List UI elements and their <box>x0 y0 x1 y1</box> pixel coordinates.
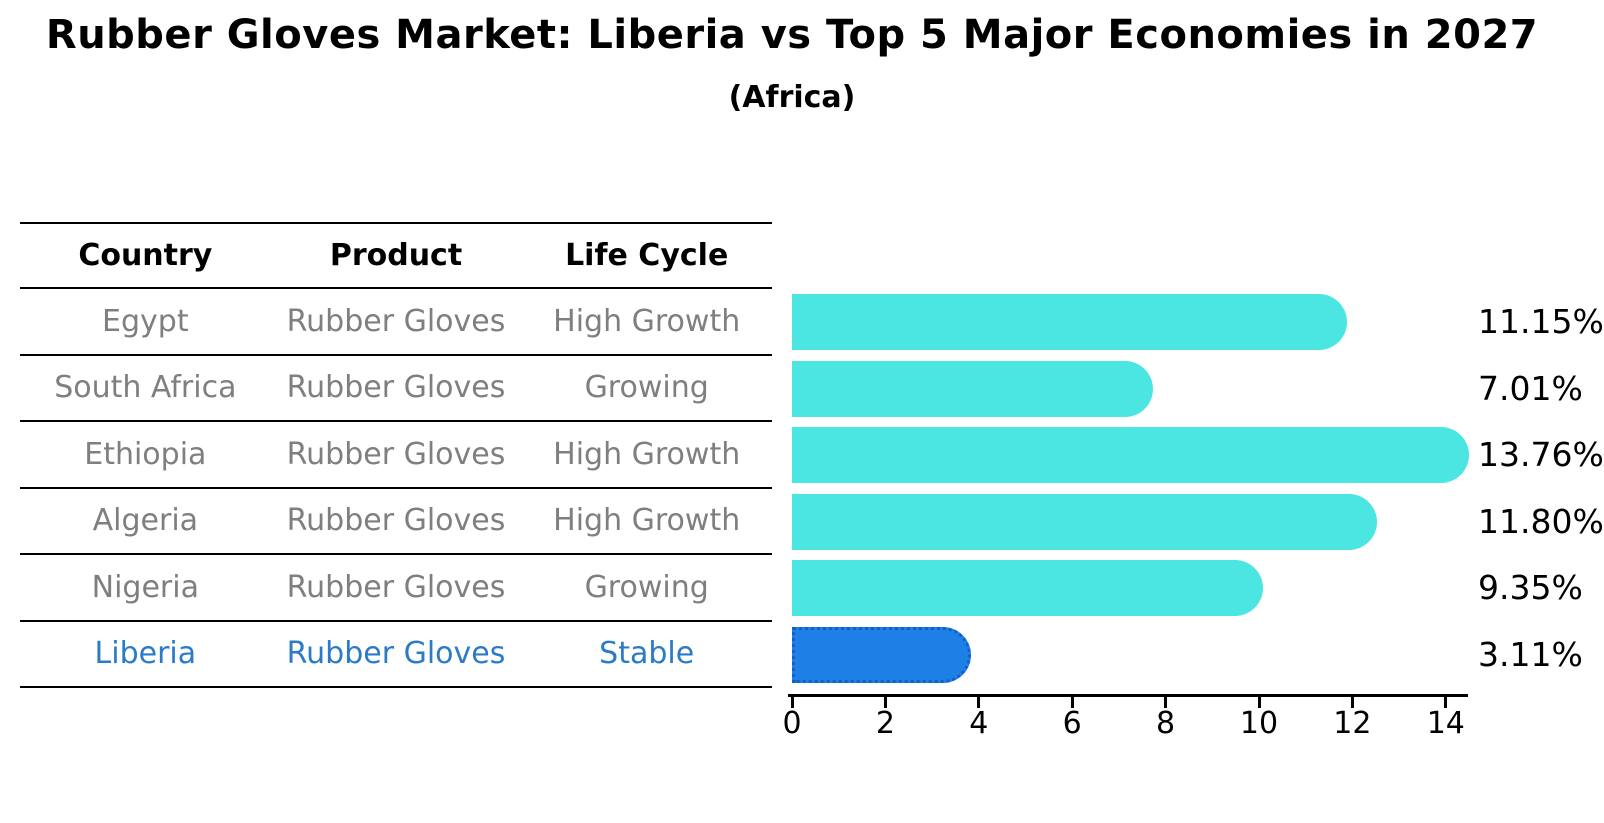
x-tick-label-0: 0 <box>782 706 802 741</box>
x-tick-label-14: 14 <box>1426 706 1465 741</box>
bar-ethiopia <box>792 427 1469 484</box>
cell-country: Egypt <box>102 303 189 339</box>
x-tick-label-8: 8 <box>1156 706 1176 741</box>
country-table: Country Product Life Cycle Egypt Rubber G… <box>20 222 772 688</box>
x-tick-label-6: 6 <box>1062 706 1082 741</box>
bar-nigeria <box>792 560 1263 617</box>
chart-title: Rubber Gloves Market: Liberia vs Top 5 M… <box>45 12 1539 58</box>
x-tick-label-12: 12 <box>1333 706 1372 741</box>
cell-product: Rubber Gloves <box>286 569 506 605</box>
table-row-liberia: Liberia Rubber Gloves Stable <box>20 622 772 688</box>
table-header-country: Country <box>78 238 213 273</box>
value-label-nigeria: 9.35% <box>1478 568 1583 608</box>
x-tick-mark-8 <box>1164 695 1168 708</box>
table-body: Egypt Rubber Gloves High Growth South Afric… <box>20 289 772 688</box>
x-tick-label-2: 2 <box>875 706 895 741</box>
bar-south-africa <box>792 360 1154 417</box>
x-tick-mark-0 <box>790 695 794 708</box>
cell-product: Rubber Gloves <box>286 503 506 539</box>
cell-country: Algeria <box>92 503 199 539</box>
table-row-algeria: Algeria Rubber Gloves High Growth <box>20 489 772 555</box>
table-header-life-cycle: Life Cycle <box>565 238 729 273</box>
cell-life-cycle: High Growth <box>553 436 741 472</box>
x-tick-mark-6 <box>1070 695 1074 708</box>
x-axis-line <box>788 694 1468 697</box>
cell-life-cycle: Stable <box>599 636 695 672</box>
value-label-algeria: 11.80% <box>1478 501 1604 541</box>
table-header-product: Product <box>329 238 463 273</box>
x-tick-label-4: 4 <box>969 706 989 741</box>
x-tick-mark-14 <box>1444 695 1448 708</box>
value-label-liberia: 3.11% <box>1478 634 1583 674</box>
table-row-south-africa: South Africa Rubber Gloves Growing <box>20 356 772 422</box>
bar-algeria <box>792 493 1378 550</box>
x-tick-mark-4 <box>977 695 981 708</box>
cell-life-cycle: Growing <box>584 569 709 605</box>
table-row-nigeria: Nigeria Rubber Gloves Growing <box>20 555 772 622</box>
value-label-ethiopia: 13.76% <box>1478 435 1604 475</box>
value-label-egypt: 11.15% <box>1478 302 1604 342</box>
x-tick-mark-10 <box>1257 695 1261 708</box>
x-tick-mark-2 <box>883 695 887 708</box>
cell-product: Rubber Gloves <box>286 636 506 672</box>
cell-country: Ethiopia <box>84 436 207 472</box>
cell-product: Rubber Gloves <box>286 303 506 339</box>
cell-country: South Africa <box>54 370 237 406</box>
x-tick-label-10: 10 <box>1239 706 1279 741</box>
chart-subtitle: (Africa) <box>728 80 856 115</box>
table-row-egypt: Egypt Rubber Gloves High Growth <box>20 289 772 356</box>
table-header-row: Country Product Life Cycle <box>20 222 772 289</box>
cell-life-cycle: Growing <box>584 370 709 406</box>
bar-egypt <box>792 294 1347 351</box>
cell-life-cycle: High Growth <box>553 503 741 539</box>
cell-country: Liberia <box>94 636 197 672</box>
cell-life-cycle: High Growth <box>553 303 741 339</box>
table-row-ethiopia: Ethiopia Rubber Gloves High Growth <box>20 422 772 489</box>
cell-product: Rubber Gloves <box>286 370 506 406</box>
bar-liberia <box>792 626 972 683</box>
value-label-south-africa: 7.01% <box>1478 368 1583 408</box>
cell-product: Rubber Gloves <box>286 436 506 472</box>
x-tick-mark-12 <box>1350 695 1354 708</box>
cell-country: Nigeria <box>91 569 199 605</box>
